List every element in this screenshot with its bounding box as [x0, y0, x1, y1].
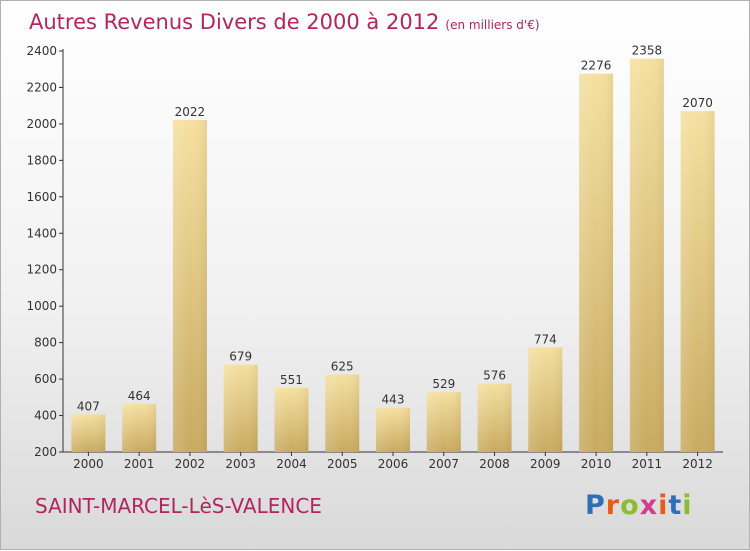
bar-shade — [629, 58, 664, 452]
bar-shade — [477, 383, 512, 452]
city-name: SAINT-MARCEL-LèS-VALENCE — [35, 494, 322, 518]
bar-value-label: 774 — [534, 332, 557, 346]
bar-value-label: 2358 — [632, 44, 663, 58]
logo-letter: i — [682, 490, 693, 521]
x-tick-label: 2002 — [175, 457, 206, 471]
bar-value-label: 679 — [229, 350, 252, 364]
chart-title-text: Autres Revenus Divers de 2000 à 2012 — [29, 10, 440, 34]
y-tick-label: 600 — [34, 372, 57, 386]
x-tick-label: 2005 — [327, 457, 358, 471]
y-tick-label: 800 — [34, 336, 57, 350]
bar-shade — [325, 374, 360, 452]
y-tick-label: 1400 — [26, 226, 57, 240]
chart-unit-label: (en milliers d'€) — [445, 18, 540, 32]
bar-shade — [680, 111, 715, 453]
x-tick-label: 2011 — [632, 457, 663, 471]
x-tick-label: 2010 — [581, 457, 612, 471]
y-tick-label: 2000 — [26, 117, 57, 131]
y-tick-label: 1600 — [26, 190, 57, 204]
bar-value-label: 529 — [432, 377, 455, 391]
x-tick-label: 2008 — [479, 457, 510, 471]
bar-value-label: 576 — [483, 368, 506, 382]
logo-letter: P — [585, 490, 606, 521]
x-tick-label: 2009 — [530, 457, 561, 471]
bar-shade — [122, 403, 157, 452]
bar-value-label: 2070 — [682, 96, 713, 110]
bar-shade — [223, 364, 258, 452]
bar-shade — [579, 73, 614, 453]
bar-value-label: 464 — [128, 389, 151, 403]
bar-value-label: 2276 — [581, 59, 612, 73]
y-tick-label: 2400 — [26, 44, 57, 58]
bar-value-label: 443 — [382, 393, 405, 407]
x-tick-label: 2001 — [124, 457, 155, 471]
bar-shade — [172, 119, 207, 452]
logo-letter: i — [658, 490, 669, 521]
x-tick-label: 2006 — [378, 457, 409, 471]
logo-letter: o — [620, 490, 640, 521]
y-tick-label: 400 — [34, 409, 57, 423]
logo-letter: r — [605, 490, 621, 521]
logo-letter: t — [668, 490, 683, 521]
bar-value-label: 407 — [77, 399, 100, 413]
bar-shade — [71, 414, 106, 452]
bar-value-label: 625 — [331, 360, 354, 374]
bar-value-label: 551 — [280, 373, 303, 387]
bar-shade — [528, 347, 563, 452]
bar-shade — [274, 388, 309, 452]
y-tick-label: 1800 — [26, 153, 57, 167]
x-tick-label: 2003 — [225, 457, 256, 471]
bar-shade — [376, 407, 410, 452]
x-tick-label: 2000 — [73, 457, 104, 471]
bar-shade — [426, 392, 461, 452]
x-tick-label: 2012 — [682, 457, 713, 471]
proxiti-logo: Proxiti — [585, 490, 693, 521]
y-tick-label: 2200 — [26, 80, 57, 94]
chart-title: Autres Revenus Divers de 2000 à 2012 (en … — [29, 10, 540, 34]
y-tick-label: 1200 — [26, 263, 57, 277]
x-tick-label: 2004 — [276, 457, 307, 471]
x-tick-label: 2007 — [428, 457, 459, 471]
logo-letter: x — [639, 490, 659, 521]
bar-value-label: 2022 — [175, 105, 206, 119]
y-tick-label: 1000 — [26, 299, 57, 313]
y-tick-label: 200 — [34, 445, 57, 459]
